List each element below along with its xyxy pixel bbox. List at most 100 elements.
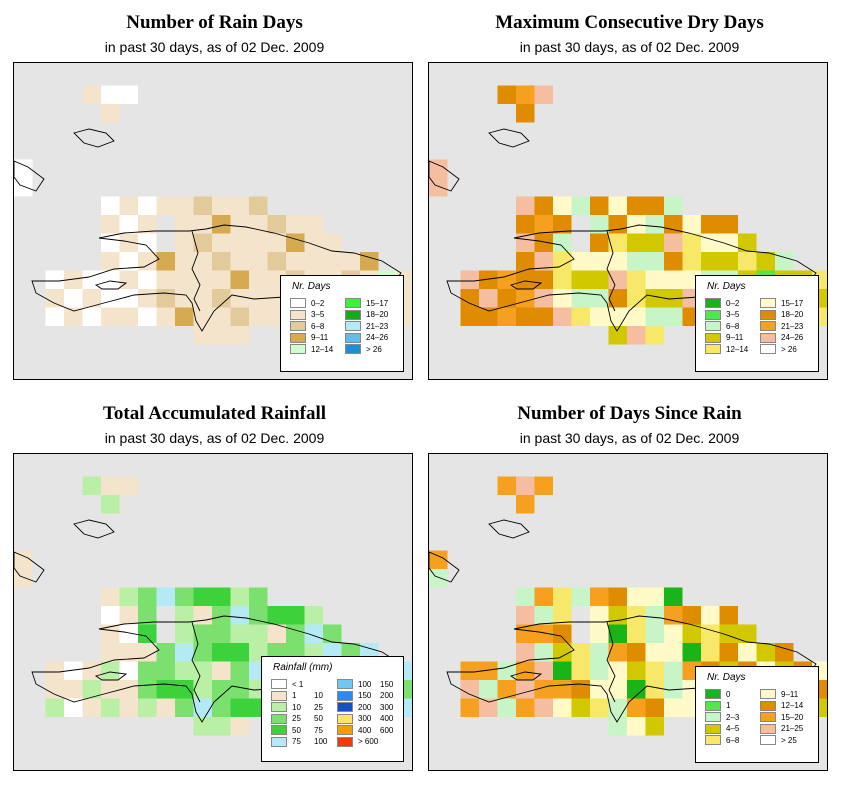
grid-cell — [119, 233, 138, 252]
legend-label: 6–8 — [726, 321, 740, 331]
grid-cell — [479, 680, 498, 699]
grid-cell — [553, 252, 572, 271]
country-border — [606, 621, 616, 703]
coastline — [446, 224, 817, 332]
grid-cell — [479, 698, 498, 717]
grid-cell — [590, 289, 609, 308]
grid-cell — [119, 85, 138, 104]
legend-label: > 600 — [358, 737, 379, 746]
grid-cell — [664, 270, 683, 289]
coastline — [31, 224, 402, 332]
legend-swatch — [705, 723, 721, 734]
grid-cell — [516, 643, 535, 662]
grid-cell — [497, 698, 516, 717]
legend-swatch — [271, 679, 287, 689]
legend-item: 9–11 — [705, 332, 743, 343]
grid-cell — [156, 643, 175, 662]
grid-cell — [719, 215, 738, 234]
grid-cell — [534, 587, 553, 606]
grid-cell — [608, 698, 627, 717]
grid-cell — [608, 606, 627, 625]
grid-cell — [156, 587, 175, 606]
grid-cell — [664, 289, 683, 308]
grid-cell — [138, 289, 157, 308]
grid-cell — [645, 215, 664, 234]
legend-swatch — [705, 321, 721, 331]
grid-cell — [553, 233, 572, 252]
grid-cell — [627, 624, 646, 643]
grid-cell — [101, 196, 120, 215]
legend-swatch — [345, 321, 361, 331]
grid-cell — [608, 233, 627, 252]
grid-cell — [682, 233, 701, 252]
legend-swatch — [345, 309, 361, 320]
legend-swatch — [705, 700, 721, 711]
grid-cell — [230, 215, 249, 234]
grid-cell — [230, 606, 249, 625]
legend-swatch — [760, 298, 776, 308]
legend-swatch — [760, 344, 776, 354]
grid-cell — [590, 643, 609, 662]
legend-item: 21–25 — [760, 723, 803, 734]
grid-cell — [460, 307, 479, 326]
legend-item: 12–14 — [760, 700, 803, 711]
legend-swatch — [271, 713, 287, 724]
grid-cell — [175, 624, 194, 643]
legend-label: 18–20 — [781, 310, 804, 319]
legend-item: 0–2 — [290, 298, 324, 308]
legend-label: 400 — [358, 725, 372, 735]
grid-cell — [101, 680, 120, 699]
country-border — [606, 230, 616, 312]
grid-cell — [775, 252, 794, 271]
grid-cell — [429, 159, 448, 178]
grid-cell — [645, 587, 664, 606]
grid-cell — [101, 104, 120, 123]
grid-cell — [590, 698, 609, 717]
grid-cell — [82, 289, 101, 308]
grid-cell — [516, 680, 535, 699]
grid-cell — [138, 307, 157, 326]
grid-cell — [738, 252, 757, 271]
grid-cell — [664, 661, 683, 680]
legend-label-upper: 400 — [380, 714, 394, 723]
grid-cell — [212, 196, 231, 215]
grid-cell — [497, 476, 516, 495]
legend-item: 18–20 — [345, 309, 388, 320]
legend-item: > 600 — [337, 736, 380, 747]
grid-cell — [360, 252, 379, 271]
grid-cell — [738, 233, 757, 252]
grid-cell — [534, 698, 553, 717]
dry-days-subtitle: in past 30 days, as of 02 Dec. 2009 — [519, 39, 740, 55]
legend-label: 15–17 — [781, 298, 804, 308]
legend-item: 10 25 — [271, 702, 323, 712]
grid-cell — [101, 215, 120, 234]
since-rain-legend: Nr. Days 0 1 2–3 4–5 6–8 9–11 12–14 15–20 21–25 >… — [695, 666, 819, 763]
legend-item: 9–11 — [290, 332, 328, 343]
grid-cell — [664, 233, 683, 252]
grid-cell — [608, 661, 627, 680]
grid-cell — [590, 233, 609, 252]
grid-cell — [286, 215, 305, 234]
grid-cell — [193, 698, 212, 717]
grid-cell — [101, 624, 120, 643]
dry-days-legend: Nr. Days 0–2 3–5 6–8 9–11 12–14 15–17 18–20 21–… — [695, 275, 819, 372]
grid-cell — [175, 680, 194, 699]
grid-cell — [101, 495, 120, 514]
grid-cell — [516, 624, 535, 643]
grid-cell — [645, 270, 664, 289]
grid-cell — [682, 624, 701, 643]
grid-cell — [304, 252, 323, 271]
grid-cell — [249, 307, 268, 326]
grid-cell — [460, 270, 479, 289]
grid-cell — [645, 233, 664, 252]
grid-cell — [230, 717, 249, 736]
grid-cell — [138, 606, 157, 625]
coastline — [429, 160, 460, 192]
grid-cell — [497, 289, 516, 308]
legend-item: 6–8 — [705, 735, 739, 745]
grid-cell — [14, 550, 33, 569]
grid-cell — [138, 661, 157, 680]
grid-cell — [230, 289, 249, 308]
grid-cell — [590, 252, 609, 271]
grid-cell — [193, 196, 212, 215]
